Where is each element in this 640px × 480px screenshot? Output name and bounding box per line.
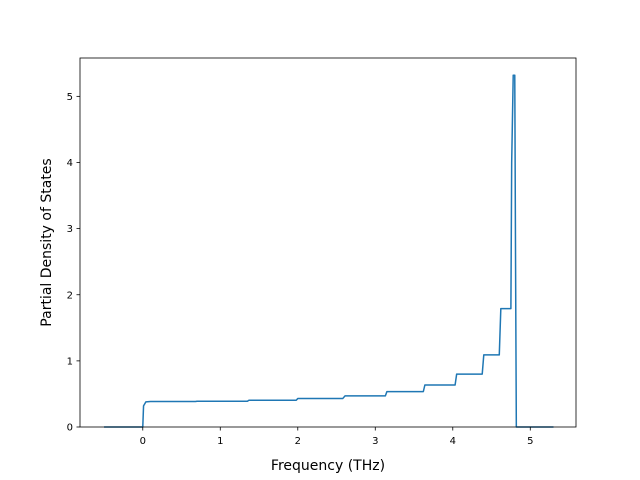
y-tick-label: 5: [67, 92, 73, 103]
x-tick-label: 0: [140, 436, 146, 447]
x-tick-label: 5: [527, 436, 533, 447]
y-tick-label: 0: [67, 423, 73, 434]
y-tick-label: 3: [67, 224, 73, 235]
x-tick-label: 2: [295, 436, 301, 447]
axes-frame: [79, 57, 577, 428]
y-axis-label: Partial Density of States: [39, 158, 55, 326]
plot-area: [80, 58, 576, 427]
y-tick-label: 2: [67, 290, 73, 301]
x-axis-label: Frequency (THz): [271, 458, 385, 474]
y-axis-ticks: 0 1 2 3 4 5: [67, 92, 80, 434]
y-tick-label: 4: [67, 158, 73, 169]
x-axis-ticks: 0 1 2 3 4 5: [140, 427, 533, 447]
x-tick-label: 4: [450, 436, 456, 447]
y-tick-label: 1: [67, 356, 73, 367]
x-tick-label: 1: [217, 436, 223, 447]
series-layer: [104, 74, 554, 428]
series-line-0: [104, 74, 554, 428]
x-tick-label: 3: [372, 436, 378, 447]
